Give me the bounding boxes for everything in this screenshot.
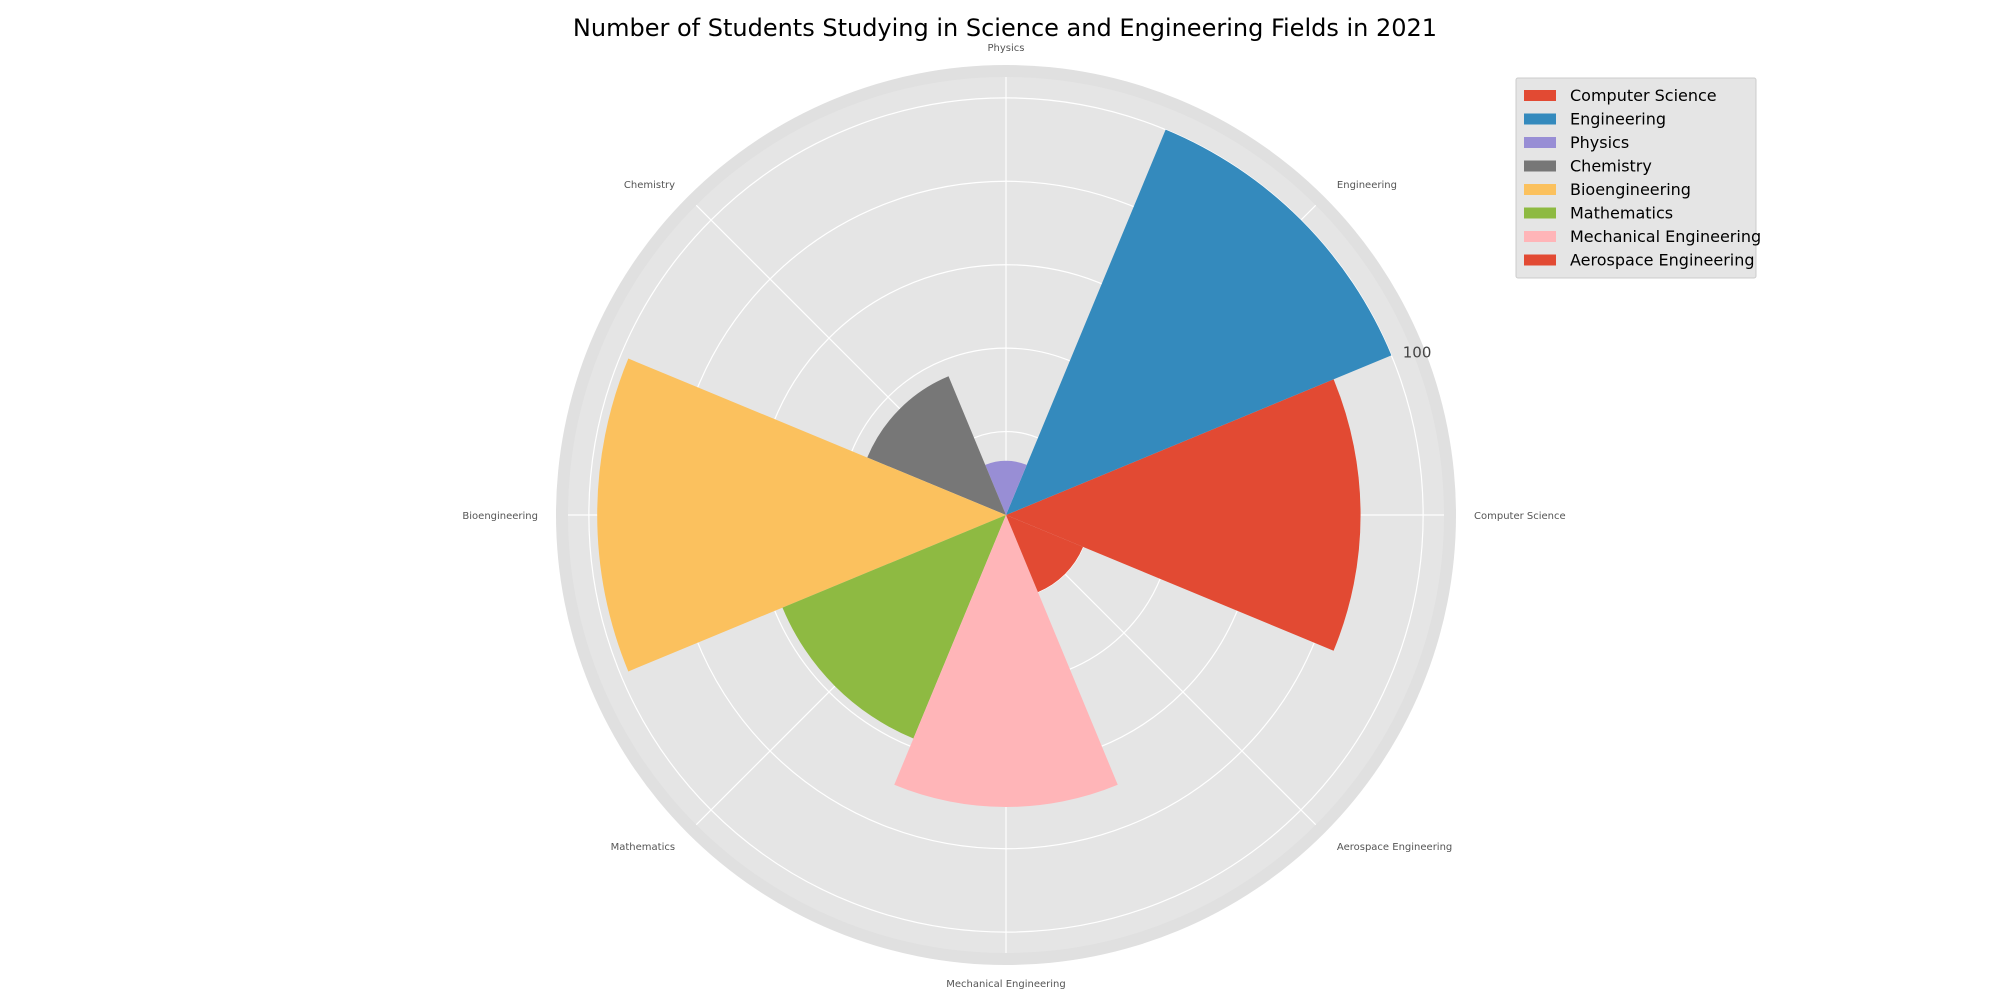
category-label: Bioengineering — [462, 511, 538, 522]
wedge-bioengineering — [597, 358, 1006, 672]
category-label: Chemistry — [624, 180, 675, 191]
legend-swatch — [1524, 160, 1556, 172]
legend-swatch — [1524, 231, 1556, 242]
category-label: Mechanical Engineering — [946, 979, 1065, 990]
category-label: Engineering — [1337, 180, 1397, 191]
category-label: Computer Science — [1474, 511, 1566, 522]
chart-title: Number of Students Studying in Science a… — [573, 14, 1437, 42]
category-label: Mathematics — [611, 842, 675, 853]
category-label: Physics — [988, 43, 1025, 54]
legend-label: Mechanical Engineering — [1570, 227, 1761, 246]
wedge-engineering — [1006, 129, 1392, 516]
legend-swatch — [1524, 207, 1556, 219]
legend-label: Chemistry — [1570, 157, 1652, 176]
legend-swatch — [1524, 137, 1556, 148]
plot-area: Computer Science Engineering Physics Chemis… — [462, 43, 1565, 990]
legend-swatch — [1524, 254, 1556, 266]
wedge-computer-science — [1006, 379, 1361, 651]
radial-tick-label: 100 — [1403, 343, 1432, 361]
legend-swatch — [1524, 113, 1556, 125]
legend-swatch — [1524, 90, 1556, 101]
legend-label: Physics — [1570, 133, 1629, 152]
legend-label: Engineering — [1570, 110, 1666, 129]
legend-label: Bioengineering — [1570, 180, 1691, 199]
wedge-chemistry — [867, 376, 1006, 515]
wedge-mechanical-engineering — [894, 515, 1118, 807]
legend-label: Computer Science — [1570, 86, 1717, 105]
legend: Computer Science Engineering Physics Chemis… — [1515, 77, 1761, 279]
wedge-aerospace-engineering — [1006, 515, 1084, 593]
legend-label: Aerospace Engineering — [1570, 251, 1755, 270]
wedge-mathematics — [782, 515, 1006, 739]
legend-label: Mathematics — [1570, 204, 1673, 223]
legend-swatch — [1524, 184, 1556, 195]
legend-frame — [1515, 77, 1757, 279]
wedge-physics — [985, 460, 1027, 515]
category-label: Aerospace Engineering — [1337, 842, 1452, 853]
